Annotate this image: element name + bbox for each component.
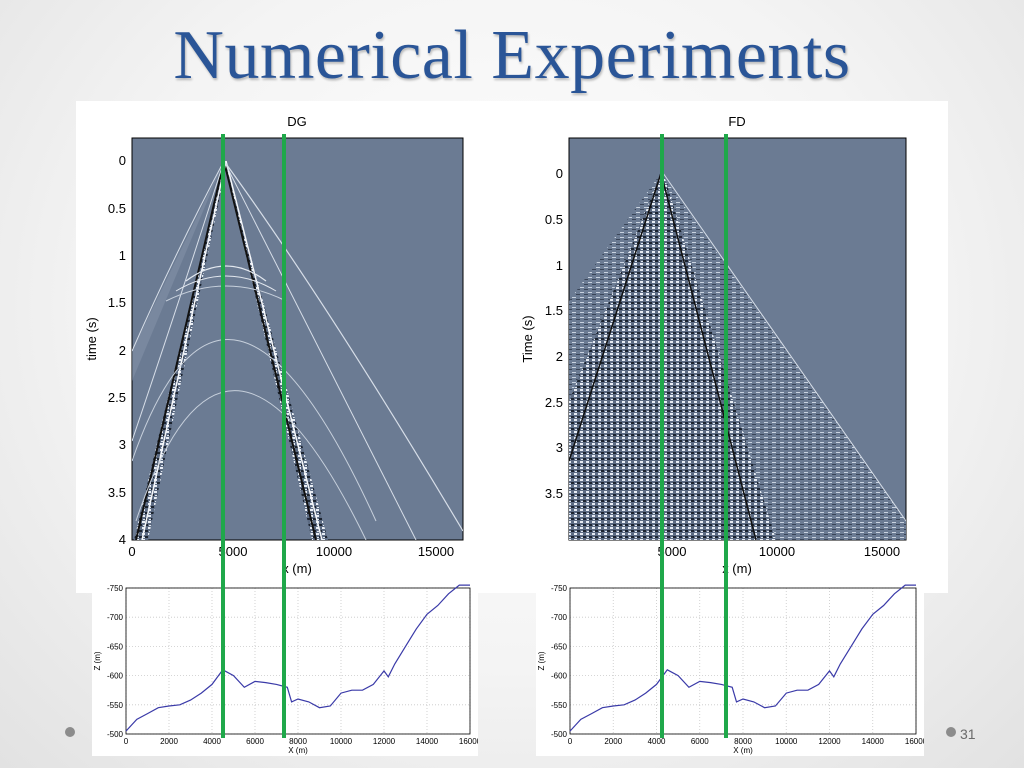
dg-plot: DG xyxy=(84,114,464,576)
y-tick-label: -600 xyxy=(107,672,124,681)
y-tick-label: -750 xyxy=(551,584,568,593)
dg-ytick: 2 xyxy=(119,343,126,358)
x-tick-label: 2000 xyxy=(160,737,178,746)
y-tick-label: -550 xyxy=(551,701,568,710)
x-tick-label: 0 xyxy=(568,737,573,746)
dg-xtick: 0 xyxy=(128,544,135,559)
dg-xtick: 5000 xyxy=(219,544,248,559)
x-tick-label: 16000 xyxy=(905,737,924,746)
y-tick-label: -500 xyxy=(551,730,568,739)
dg-ytick: 2.5 xyxy=(108,390,126,405)
seismic-figure-panel: DG xyxy=(76,101,948,593)
y-axis-label: Z (m) xyxy=(537,651,546,670)
dg-ytick: 3.5 xyxy=(108,485,126,500)
x-tick-label: 6000 xyxy=(246,737,264,746)
fd-ytick: 1.5 xyxy=(545,303,563,318)
x-tick-label: 8000 xyxy=(734,737,752,746)
dg-ytick: 1 xyxy=(119,248,126,263)
x-tick-label: 10000 xyxy=(330,737,353,746)
elevation-chart-right: -750 -700 -650 -600 -550 -5000 2000 4000 6000 800… xyxy=(537,584,928,755)
x-tick-label: 16000 xyxy=(459,737,478,746)
x-axis-label: X (m) xyxy=(733,746,753,755)
x-tick-label: 12000 xyxy=(373,737,396,746)
fd-ylabel: Time (s) xyxy=(520,315,535,362)
x-tick-label: 6000 xyxy=(691,737,709,746)
dg-ytick: 0.5 xyxy=(108,201,126,216)
y-tick-label: -550 xyxy=(107,701,124,710)
fd-xaxis: 5000 10000 15000 xyxy=(658,544,901,559)
y-tick-label: -650 xyxy=(107,642,124,651)
x-tick-label: 8000 xyxy=(289,737,307,746)
fd-xtick: 15000 xyxy=(864,544,900,559)
x-tick-label: 4000 xyxy=(203,737,221,746)
x-tick-label: 4000 xyxy=(648,737,666,746)
plot-frame xyxy=(125,587,471,735)
dg-wavefield xyxy=(132,160,463,540)
seismic-figure: DG xyxy=(84,114,907,576)
x-tick-label: 10000 xyxy=(775,737,798,746)
y-tick-label: -750 xyxy=(107,584,124,593)
y-tick-label: -500 xyxy=(107,730,124,739)
elevation-profile-right: -750 -700 -650 -600 -550 -500 0 2000 4000 6000 800… xyxy=(536,580,928,756)
dg-yaxis: 0 0.5 1 1.5 2 2.5 3 3.5 4 xyxy=(108,153,126,547)
y-tick-label: -700 xyxy=(107,613,124,622)
elevation-profile-left: -750 -700 -650 -600 -550 -500 0 2000 4000 6000 800… xyxy=(92,580,482,756)
x-tick-label: 14000 xyxy=(416,737,439,746)
slide-title: Numerical Experiments xyxy=(173,17,851,94)
bullet-left-icon xyxy=(65,727,75,737)
fd-yaxis: 0 0.5 1 1.5 2 2.5 3 3.5 xyxy=(545,166,563,501)
dg-ytick: 4 xyxy=(119,532,126,547)
dg-title: DG xyxy=(287,114,307,129)
x-tick-label: 12000 xyxy=(818,737,841,746)
y-tick-label: -600 xyxy=(551,672,568,681)
dg-ylabel: time (s) xyxy=(84,317,99,360)
elevation-series-line xyxy=(125,584,470,732)
fd-ytick: 3.5 xyxy=(545,486,563,501)
dg-xlabel: x (m) xyxy=(282,561,312,576)
fd-ytick: 3 xyxy=(556,440,563,455)
elevation-chart-left: -750 -700 -650 -600 -550 -5000 2000 4000 6000 800… xyxy=(93,584,482,755)
slide-number: 31 xyxy=(960,726,976,742)
bullet-right-icon xyxy=(946,727,956,737)
dg-ytick: 0 xyxy=(119,153,126,168)
fd-title: FD xyxy=(728,114,745,129)
dg-xtick: 15000 xyxy=(418,544,454,559)
dg-ytick: 1.5 xyxy=(108,295,126,310)
fd-xtick: 10000 xyxy=(759,544,795,559)
fd-xtick: 5000 xyxy=(658,544,687,559)
y-tick-label: -700 xyxy=(551,613,568,622)
dg-xaxis: 0 5000 10000 15000 xyxy=(128,544,454,559)
dg-xtick: 10000 xyxy=(316,544,352,559)
fd-ytick: 0.5 xyxy=(545,212,563,227)
y-tick-label: -650 xyxy=(551,642,568,651)
x-tick-label: 0 xyxy=(124,737,129,746)
fd-ytick: 2.5 xyxy=(545,395,563,410)
x-tick-label: 2000 xyxy=(604,737,622,746)
dg-ytick: 3 xyxy=(119,437,126,452)
x-tick-label: 14000 xyxy=(862,737,885,746)
y-axis-label: Z (m) xyxy=(93,651,102,670)
fd-ytick: 1 xyxy=(556,258,563,273)
elevation-series-line xyxy=(569,584,916,732)
fd-ytick: 2 xyxy=(556,349,563,364)
plot-frame xyxy=(569,587,917,735)
fd-ytick: 0 xyxy=(556,166,563,181)
fd-plot: FD 0 0.5 1 1.5 2 2.5 3 3.5 Time (s) xyxy=(520,114,907,576)
x-axis-label: X (m) xyxy=(288,746,308,755)
fd-xlabel: x (m) xyxy=(722,561,752,576)
